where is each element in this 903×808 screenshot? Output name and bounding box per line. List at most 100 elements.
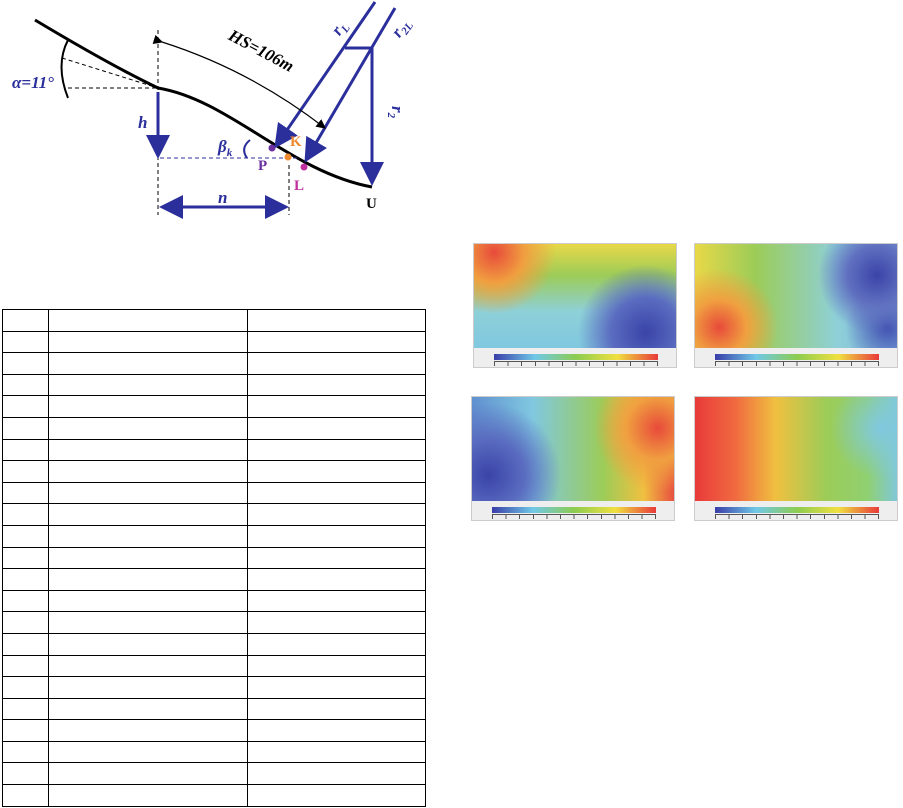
table-cell (2, 395, 49, 418)
empty-table (2, 309, 426, 807)
table-cell (247, 524, 426, 548)
table-cell (47, 740, 249, 764)
table-cell (2, 309, 49, 332)
hs-label: HS=106m (225, 25, 298, 76)
heatmap (472, 397, 674, 501)
table-cell (2, 546, 49, 570)
u-label: U (366, 196, 377, 212)
table-cell (2, 373, 49, 397)
table-cell (47, 762, 249, 786)
table-row (2, 438, 426, 462)
table-cell (47, 438, 249, 462)
point-l (300, 163, 308, 171)
table-cell (247, 373, 426, 397)
table-cell (247, 676, 426, 699)
table-cell (2, 352, 49, 375)
table-cell (2, 330, 49, 354)
table-cell (47, 589, 249, 613)
beta-arc (243, 139, 251, 159)
colorbar-scale (715, 514, 879, 519)
table-cell (47, 395, 249, 418)
table-row (2, 373, 426, 397)
table-row (2, 589, 426, 613)
ski-jump-diagram: α=11° HS=106m h βk P K L U n rL r2L r2 (12, 1, 416, 219)
table-cell (247, 568, 426, 591)
table-row (2, 676, 426, 699)
heatmap (474, 244, 676, 348)
colorbar-scale (492, 514, 656, 519)
l-label: L (294, 178, 304, 194)
table-cell (247, 611, 426, 634)
table-cell (47, 503, 249, 526)
table-cell (2, 589, 49, 613)
table-cell (47, 373, 249, 397)
table-row (2, 503, 426, 526)
r2-main: r (388, 106, 407, 113)
table-cell (247, 784, 426, 807)
heatmap (695, 244, 897, 348)
beta-main: β (217, 137, 227, 156)
table-cell (247, 632, 426, 656)
hs-arc (152, 34, 326, 129)
table-cell (2, 654, 49, 678)
table-cell (247, 460, 426, 483)
table-row (2, 762, 426, 786)
table-cell (247, 438, 426, 462)
table-cell (247, 503, 426, 526)
table-row (2, 784, 426, 807)
table-cell (47, 416, 249, 440)
table-row (2, 719, 426, 742)
beta-sub: k (227, 147, 233, 159)
table-row (2, 568, 426, 591)
colorbar-scale (715, 361, 879, 366)
table-row (2, 460, 426, 483)
table-cell (47, 784, 249, 807)
table-row (2, 740, 426, 764)
table-cell (47, 524, 249, 548)
table-cell (47, 632, 249, 656)
heatmap-panel (471, 396, 675, 521)
table-cell (2, 481, 49, 505)
table-cell (47, 309, 249, 332)
rl-label: rL (327, 17, 353, 41)
k-label: K (290, 134, 302, 150)
colorbar-scale (494, 361, 658, 366)
table-cell (247, 546, 426, 570)
table-cell (2, 784, 49, 807)
heatmap-panel (694, 243, 898, 368)
heatmap (695, 397, 897, 501)
colorbar (715, 354, 879, 360)
table-cell (2, 503, 49, 526)
table-cell (247, 719, 426, 742)
table-cell (247, 330, 426, 354)
table-row (2, 524, 426, 548)
table-cell (247, 352, 426, 375)
table-cell (247, 654, 426, 678)
point-p (268, 144, 276, 152)
table-body (2, 309, 426, 807)
table-cell (47, 676, 249, 699)
point-k (284, 153, 292, 161)
hill-profile (34, 18, 373, 189)
table-cell (247, 309, 426, 332)
table-cell (47, 697, 249, 721)
heatmap-panel (694, 396, 898, 521)
beta-label: βk (217, 137, 233, 159)
table-row (2, 330, 426, 354)
table-cell (247, 395, 426, 418)
table-cell (47, 719, 249, 742)
table-cell (2, 676, 49, 699)
table-cell (247, 740, 426, 764)
table-row (2, 309, 426, 332)
table-row (2, 611, 426, 634)
table-cell (47, 546, 249, 570)
table-row (2, 416, 426, 440)
table-cell (2, 632, 49, 656)
table-row (2, 654, 426, 678)
table-cell (2, 438, 49, 462)
h-label: h (138, 113, 147, 132)
table-cell (2, 719, 49, 742)
table-cell (47, 352, 249, 375)
r2-label: r2 (385, 106, 407, 119)
table-cell (2, 762, 49, 786)
